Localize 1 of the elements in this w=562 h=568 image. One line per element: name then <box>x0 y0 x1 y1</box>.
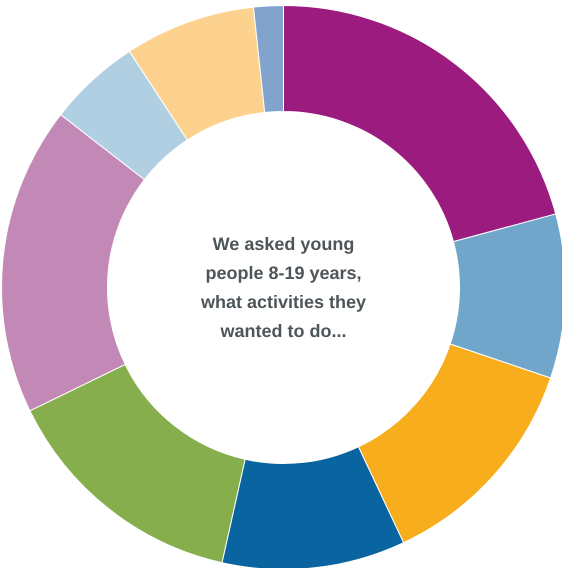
text: We asked young people 8-19 years, what activities they wanted to do... <box>200 234 366 341</box>
